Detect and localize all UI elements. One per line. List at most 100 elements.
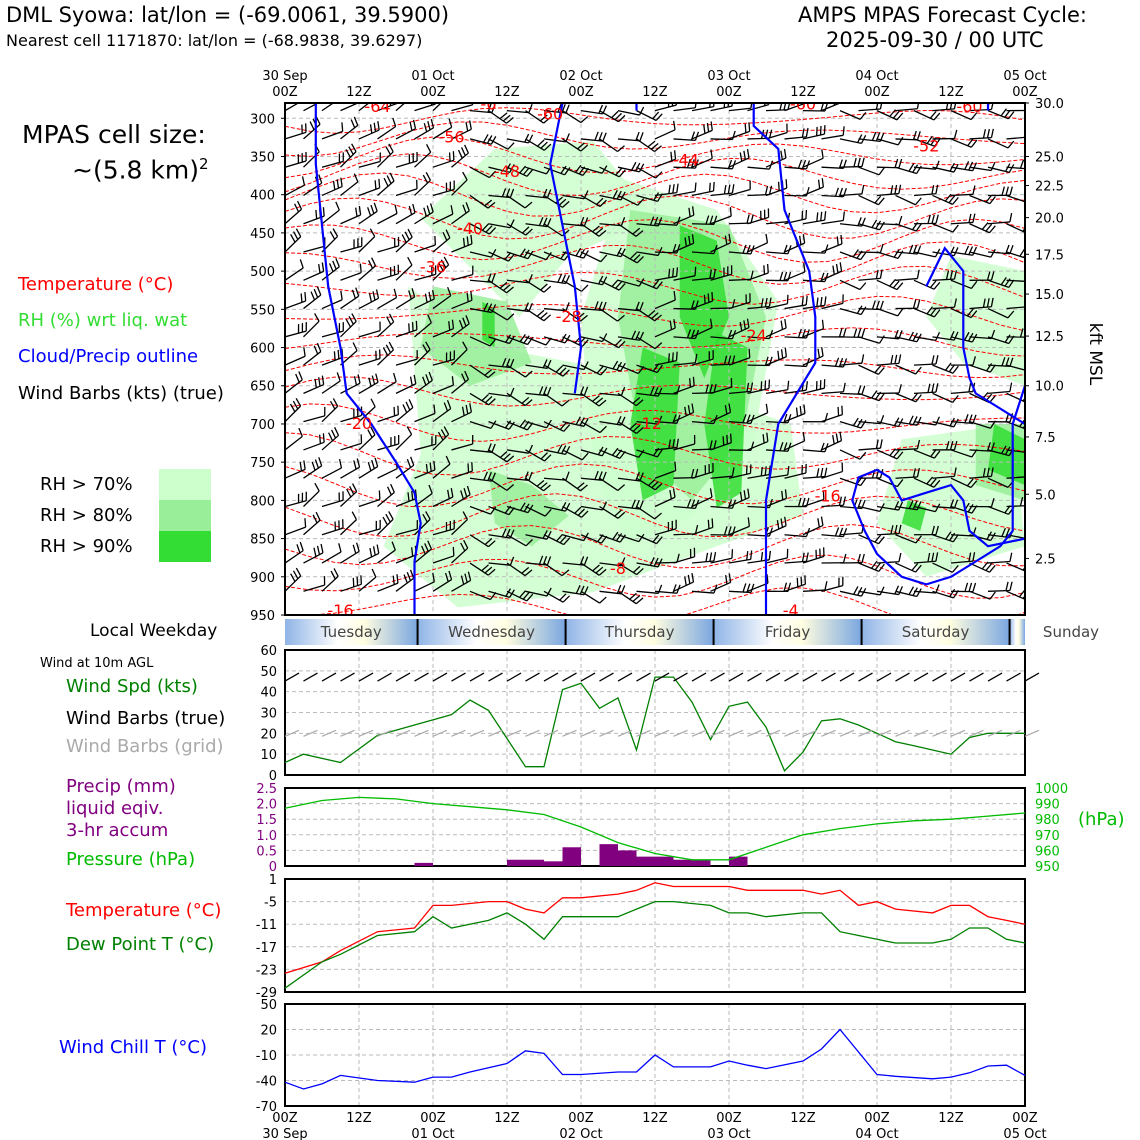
wind-barb-feather [784, 347, 787, 357]
wind-barb-feather [598, 568, 607, 576]
wind-barb [488, 449, 515, 463]
wind-barb-feather [524, 133, 530, 143]
bottom-time-hour-label: 12Z [938, 1111, 964, 1126]
wind-barb-feather [853, 328, 858, 338]
temperature-contour [285, 153, 1025, 197]
wind-barb-feather [583, 386, 589, 396]
wind-barb-feather [690, 468, 695, 478]
wind-barb [858, 364, 885, 375]
wind-barb-feather [768, 185, 773, 195]
wind-barb-staff [285, 435, 303, 451]
wind-barb-feather [897, 308, 904, 317]
wind-barb-feather [575, 247, 582, 257]
wind-barb [784, 295, 808, 310]
wind-barb-feather [832, 265, 835, 275]
wind-barb-staff [876, 561, 900, 564]
wind-barb [395, 203, 416, 225]
wind-barb-staff [543, 223, 563, 237]
wind-barb-feather [1026, 226, 1032, 233]
wind-barb-staff [784, 412, 806, 423]
wind-barb [340, 313, 357, 338]
wind-barb-staff [858, 194, 879, 206]
wind-barb-feather [898, 552, 902, 562]
top-time-hour-label: 00Z [568, 85, 594, 100]
wind-barb [599, 531, 626, 543]
wind-barb [414, 540, 433, 564]
wind-barb-feather [898, 215, 903, 225]
wind-barb-feather [348, 146, 354, 155]
wind-barb-feather [986, 128, 991, 139]
wind-barb-staff [395, 160, 418, 168]
wind-barb-feather [295, 228, 302, 237]
wind-barb-feather [316, 545, 321, 555]
wind-barb [913, 306, 941, 318]
wind-barb [451, 511, 468, 536]
wind-barb-feather [908, 500, 914, 509]
wind-barb-feather [528, 471, 533, 481]
wind-barb [765, 123, 788, 140]
wind-barb-feather [527, 336, 534, 345]
wind-barb-feather [1009, 212, 1013, 223]
wind-barb-feather [525, 539, 533, 547]
wind-barb-staff [358, 330, 381, 338]
wind-barb-feather [764, 356, 769, 366]
wind-barb-feather [487, 371, 496, 379]
wind-barb-feather [299, 461, 303, 472]
wind-barb-staff [358, 160, 381, 168]
wind-barb-feather [506, 117, 514, 124]
wind-barb-staff [617, 279, 640, 287]
wind-barb-feather [335, 201, 340, 211]
wind-barb-feather [522, 592, 530, 600]
bottom-time-hour-label: 12Z [790, 1111, 816, 1126]
wind-barb [932, 440, 958, 451]
wind-barb [432, 570, 453, 592]
wind-barb [747, 297, 772, 310]
wind-barb [321, 568, 339, 592]
wind-barb [377, 172, 395, 196]
legend-rh70-swatch [159, 469, 211, 500]
wind-barb-feather [371, 459, 375, 469]
wind-barb-feather [1019, 159, 1025, 169]
wind-barb-feather [467, 463, 470, 473]
wind-barb-feather [538, 555, 544, 565]
wind-barb [969, 128, 994, 140]
wind-barb [913, 416, 941, 426]
pressure-tick-label: 700 [250, 418, 275, 433]
wind-barb-feather [425, 463, 429, 474]
wind-barb-feather [484, 369, 493, 376]
wind-barb-staff [285, 526, 306, 536]
wind-barb [358, 398, 376, 423]
wind-barb [747, 233, 769, 253]
wind-barb-feather [871, 300, 876, 310]
bottom-time-date-label: 01 Oct [411, 1127, 454, 1140]
wind-barb [303, 482, 320, 507]
wind-barb-staff [303, 415, 325, 423]
wind-barb-staff [395, 358, 418, 366]
precip-bar [507, 859, 526, 866]
wind-barb-feather [861, 553, 865, 563]
wind-barb [728, 382, 754, 395]
wind-barb [617, 471, 644, 482]
wind-barb [821, 126, 845, 140]
wind-barb-feather [1009, 357, 1014, 367]
wind-barb [285, 151, 307, 168]
wind-barb-staff [562, 194, 585, 200]
wind-barb-staff [802, 524, 824, 536]
wind-barb-feather [314, 378, 317, 388]
wind-barb-feather [1028, 273, 1031, 282]
wind-barb-feather [694, 524, 699, 535]
wind-barb [358, 544, 380, 564]
wind-barb-feather [712, 103, 715, 107]
wind-barb-feather [295, 373, 300, 383]
cell-size-value: ~(5.8 km)2 [72, 155, 209, 184]
wind-barb [285, 200, 303, 225]
top-time-hour-label: 00Z [272, 85, 298, 100]
legend-cloud: Cloud/Precip outline [18, 346, 199, 367]
wind-barb-staff [728, 525, 750, 536]
wind-barb [303, 576, 326, 592]
wind-barb [710, 184, 735, 197]
wind-barb-feather [776, 520, 780, 530]
wind-barb-feather [448, 570, 453, 580]
wind-barb-staff [506, 279, 529, 284]
wind-barb-feather [464, 573, 468, 583]
